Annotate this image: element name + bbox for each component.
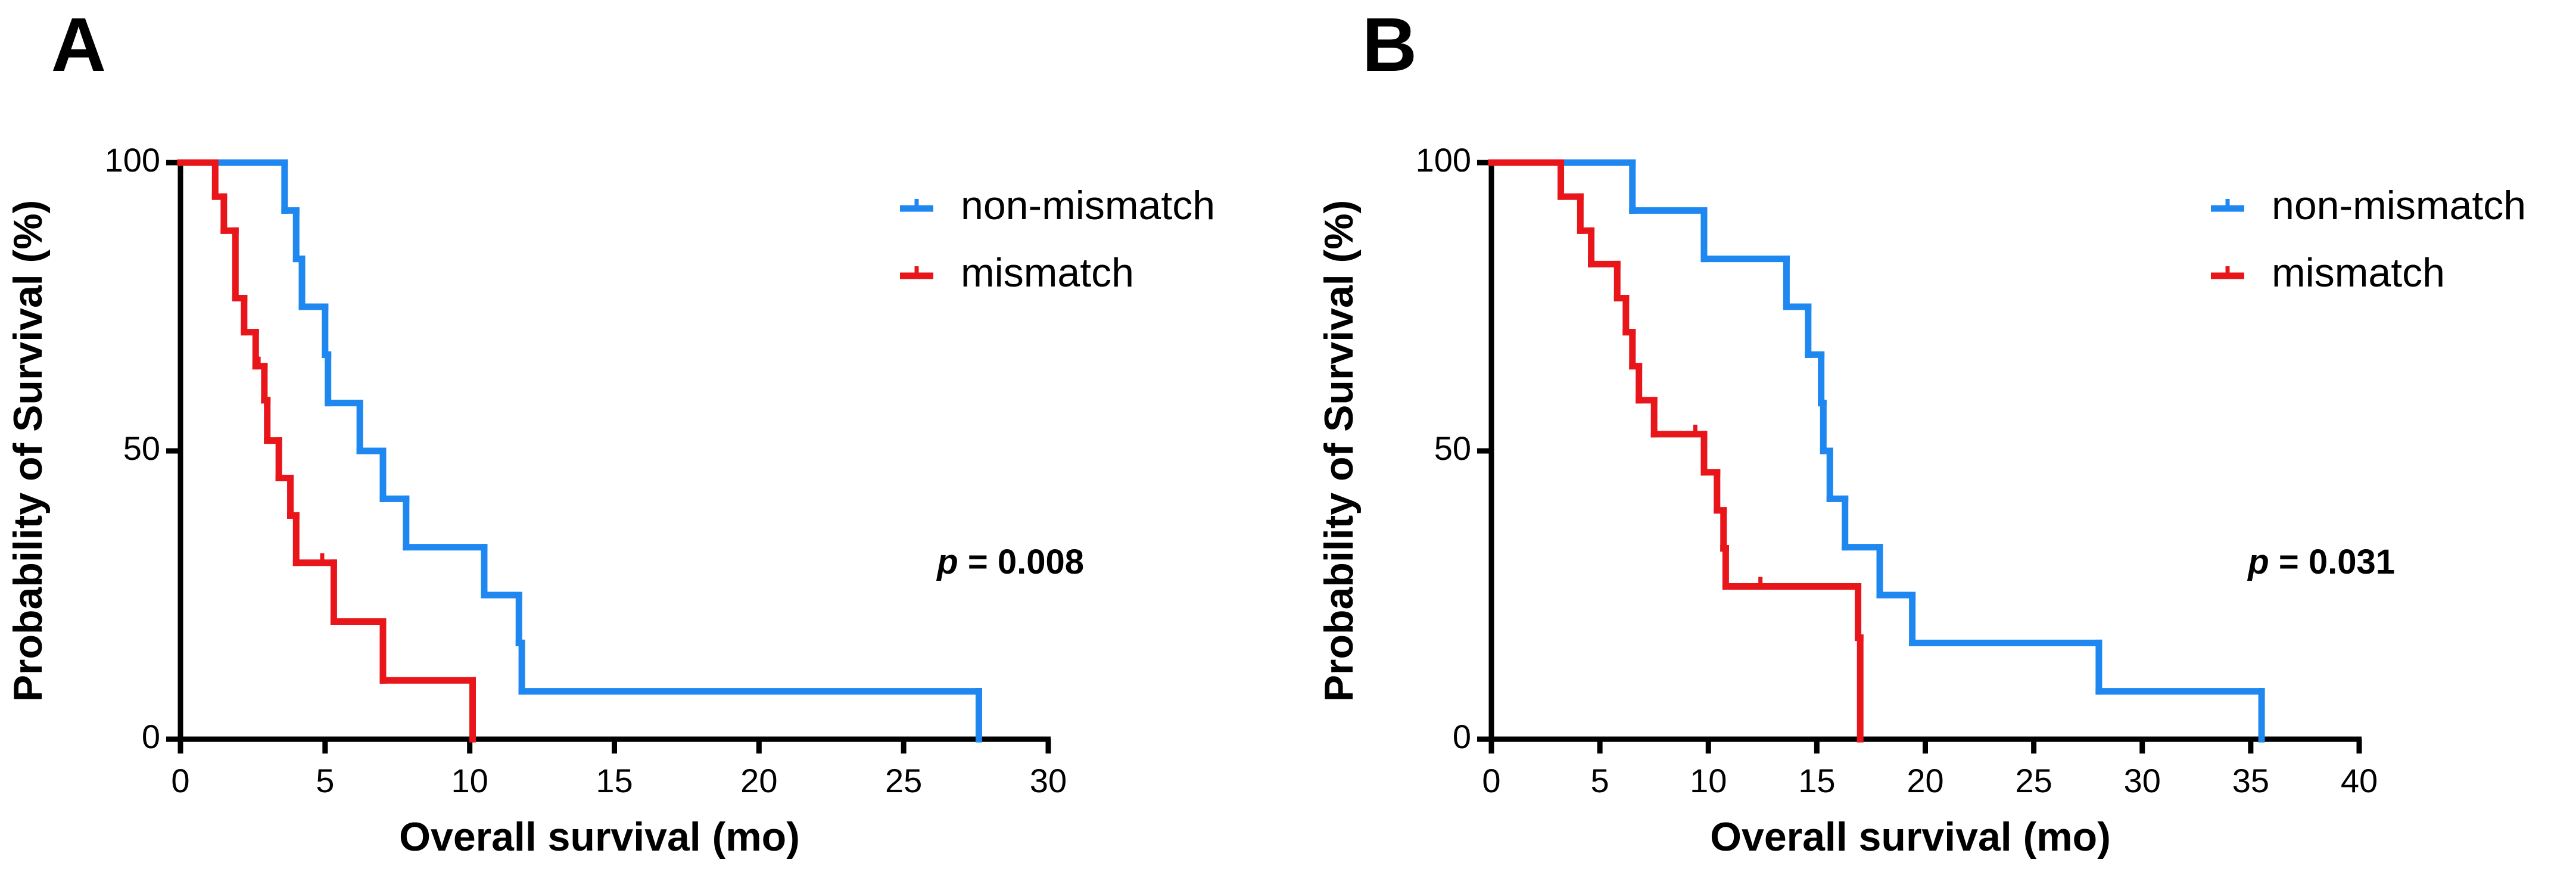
legend-label: non-mismatch — [2272, 183, 2526, 228]
y-tick-label: 100 — [105, 141, 160, 179]
x-tick-label: 10 — [451, 762, 488, 799]
p-label: p — [2247, 543, 2269, 581]
x-tick-label: 25 — [2015, 762, 2052, 799]
survival-curve — [177, 159, 476, 743]
p-value: p = 0.008 — [936, 543, 1084, 581]
x-tick-label: 0 — [1482, 762, 1500, 799]
p-number: = 0.008 — [968, 543, 1084, 581]
legend-label: non-mismatch — [961, 183, 1215, 228]
x-tick-label: 35 — [2232, 762, 2269, 799]
x-tick-label: 15 — [596, 762, 633, 799]
panel-label: A — [51, 2, 106, 88]
x-tick-label: 0 — [171, 762, 189, 799]
x-axis-label: Overall survival (mo) — [1710, 814, 2111, 860]
y-tick-label: 50 — [1434, 429, 1471, 467]
x-tick-label: 15 — [1798, 762, 1835, 799]
y-tick-label: 0 — [1453, 718, 1471, 755]
survival-curve — [177, 159, 982, 743]
y-axis-label: Probability of Survival (%) — [1316, 200, 1362, 702]
x-tick-label: 5 — [1591, 762, 1609, 799]
x-tick-label: 40 — [2341, 762, 2378, 799]
x-tick-label: 30 — [2124, 762, 2161, 799]
survival-curve — [1488, 159, 1864, 743]
x-tick-label: 5 — [316, 762, 334, 799]
survival-curve — [1488, 159, 2265, 743]
legend-label: mismatch — [961, 250, 1134, 295]
y-tick-label: 0 — [142, 718, 160, 755]
x-tick-label: 25 — [885, 762, 922, 799]
x-axis-label: Overall survival (mo) — [399, 814, 800, 860]
panel-label: B — [1362, 2, 1417, 88]
x-tick-label: 20 — [1907, 762, 1943, 799]
x-tick-label: 30 — [1030, 762, 1067, 799]
x-tick-label: 10 — [1690, 762, 1727, 799]
y-axis-label: Probability of Survival (%) — [5, 200, 51, 702]
p-label: p — [936, 543, 958, 581]
x-tick-label: 20 — [740, 762, 777, 799]
p-number: = 0.031 — [2279, 543, 2395, 581]
y-tick-label: 50 — [123, 429, 160, 467]
legend-label: mismatch — [2272, 250, 2445, 295]
y-tick-label: 100 — [1416, 141, 1471, 179]
p-value: p = 0.031 — [2247, 543, 2395, 581]
